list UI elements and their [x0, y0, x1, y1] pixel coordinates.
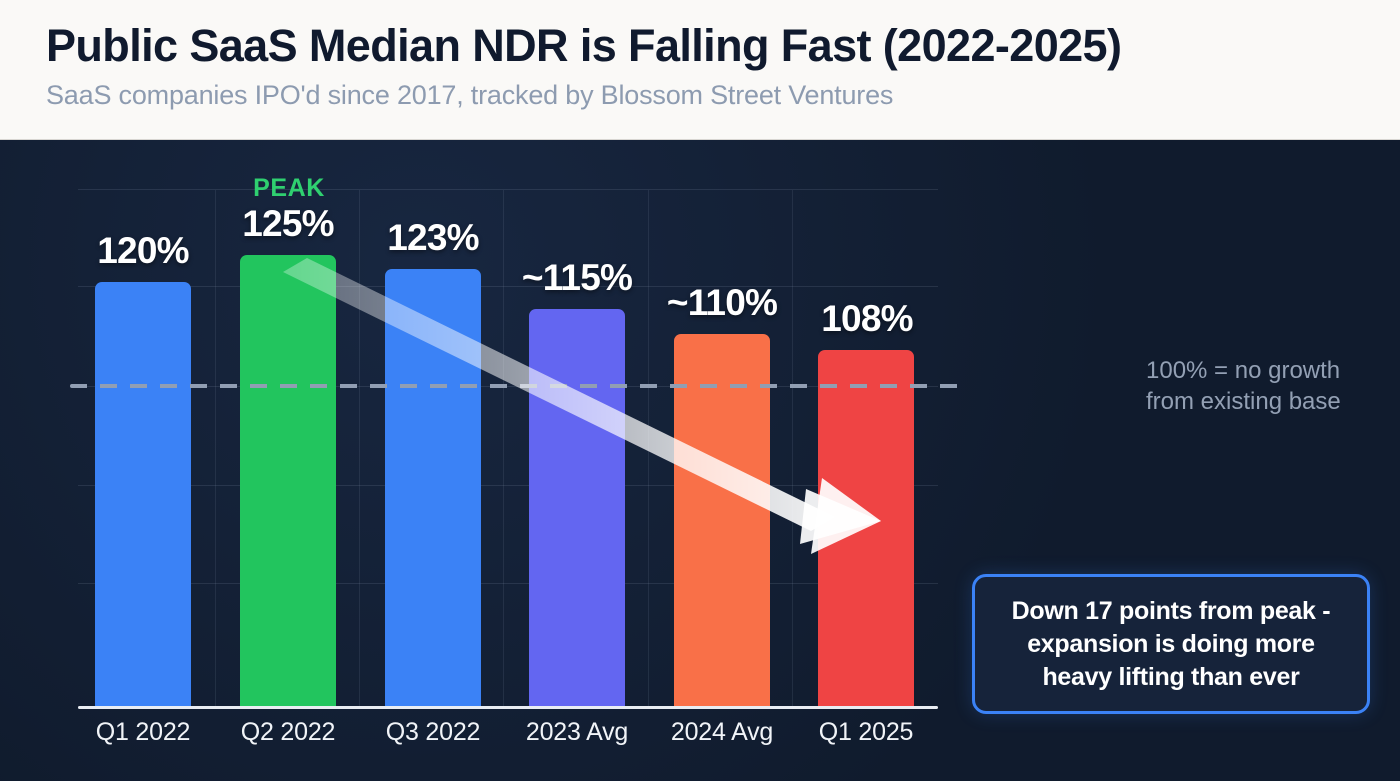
bar-q1-2022[interactable] [95, 282, 191, 706]
gridline-vertical [359, 190, 360, 707]
xlabel-q1-2025: Q1 2025 [818, 718, 914, 746]
xlabel-q3-2022: Q3 2022 [385, 718, 481, 746]
page-subtitle: SaaS companies IPO'd since 2017, tracked… [46, 80, 894, 110]
xlabel-q2-2022: Q2 2022 [240, 718, 336, 746]
gridline-vertical [792, 190, 793, 707]
gridline-vertical [648, 190, 649, 707]
callout-text: Down 17 points from peak - expansion is … [1011, 596, 1331, 691]
bar-value-q1-2025: 108% [821, 298, 913, 339]
bar-value-q3-2022: 123% [387, 217, 479, 258]
bar-value-q2-2022: 125% [242, 203, 334, 244]
xlabel-2024-avg: 2024 Avg [670, 718, 774, 746]
x-axis-line [78, 706, 938, 709]
bar-q3-2022[interactable] [385, 269, 481, 706]
gridline-horizontal [78, 286, 938, 287]
reference-line-label: 100% = no growth from existing base [1146, 357, 1341, 415]
bar-value-2024-avg: ~110% [666, 282, 778, 323]
reference-line-100 [70, 384, 960, 388]
callout-box: Down 17 points from peak - expansion is … [972, 574, 1370, 714]
gridline-vertical [215, 190, 216, 707]
gridline-vertical [503, 190, 504, 707]
bar-value-2023-avg: ~115% [521, 257, 633, 298]
bar-q2-2022[interactable] [240, 255, 336, 706]
bar-q1-2025[interactable] [818, 350, 914, 706]
header-band: Public SaaS Median NDR is Falling Fast (… [0, 0, 1400, 140]
xlabel-2023-avg: 2023 Avg [525, 718, 629, 746]
chart-panel: 100% = no growth from existing base 120%… [0, 140, 1400, 781]
gridline-horizontal [78, 485, 938, 486]
gridline-horizontal [78, 583, 938, 584]
peak-badge: PEAK [253, 174, 325, 202]
xlabel-q1-2022: Q1 2022 [95, 718, 191, 746]
bar-2023-avg[interactable] [529, 309, 625, 706]
bar-2024-avg[interactable] [674, 334, 770, 706]
gridline-horizontal [78, 189, 938, 190]
bar-value-q1-2022: 120% [97, 230, 189, 271]
page-title: Public SaaS Median NDR is Falling Fast (… [46, 20, 1122, 71]
